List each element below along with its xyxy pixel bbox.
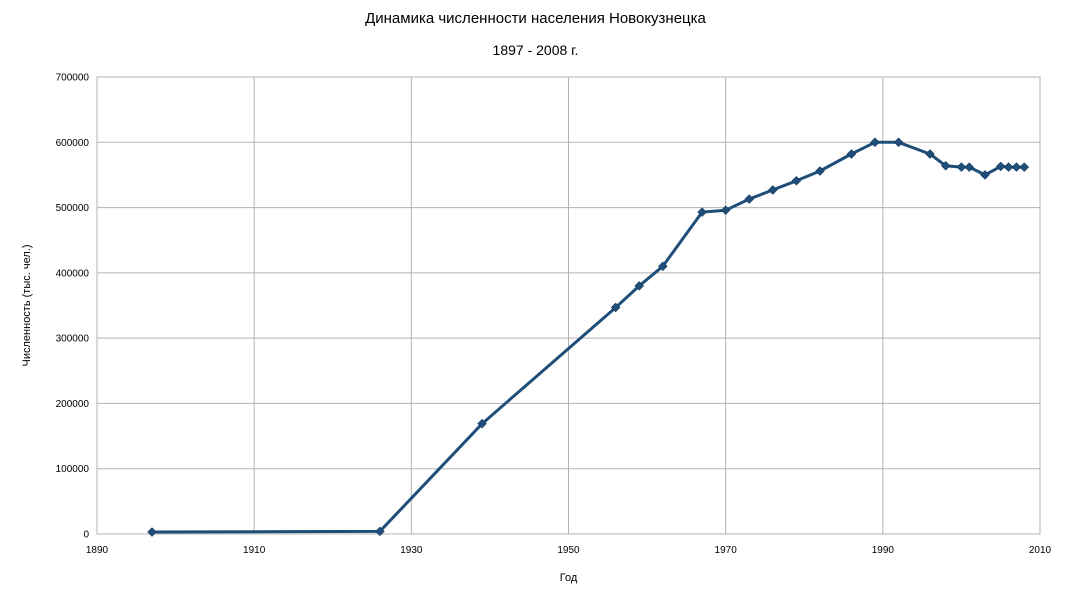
x-tick-label: 1890: [86, 545, 109, 556]
data-point-marker: [744, 194, 755, 204]
data-point-marker: [964, 162, 975, 172]
y-tick-label: 600000: [56, 138, 90, 149]
y-tick-label: 700000: [56, 73, 90, 84]
series-layer: [147, 137, 1030, 537]
x-tick-label: 1910: [243, 545, 266, 556]
x-tick-label: 2010: [1029, 545, 1052, 556]
data-point-marker: [375, 526, 385, 537]
data-point-marker: [815, 166, 825, 176]
y-tick-label: 100000: [56, 464, 90, 475]
y-tick-label: 500000: [56, 203, 90, 214]
y-tick-label: 400000: [56, 268, 90, 279]
data-point-marker: [893, 137, 904, 148]
tick-labels: 0 100000 200000 300000 400000 500000 600000 700…: [56, 73, 1052, 557]
series-line: [150, 140, 1026, 534]
data-point-marker: [477, 418, 487, 429]
x-tick-label: 1930: [400, 545, 423, 556]
y-axis-title: Численность (тыс. чел.): [21, 245, 33, 367]
chart-title: Динамика численности населения Новокузне…: [365, 10, 706, 27]
x-tick-label: 1950: [557, 545, 580, 556]
y-tick-label: 0: [83, 530, 89, 541]
data-point-marker: [610, 302, 621, 313]
data-point-marker: [697, 207, 707, 217]
data-point-marker: [1003, 162, 1014, 172]
plot-area-frame: [96, 76, 1041, 535]
data-point-marker: [147, 527, 157, 537]
data-point-marker: [1011, 162, 1022, 172]
y-tick-label: 200000: [56, 399, 90, 410]
data-point-marker: [995, 161, 1006, 172]
x-tick-label: 1990: [872, 545, 895, 556]
data-point-marker: [791, 175, 802, 186]
data-point-marker: [925, 149, 935, 159]
data-point-marker: [940, 160, 951, 171]
x-tick-label: 1970: [715, 545, 738, 556]
y-tick-label: 300000: [56, 334, 90, 345]
data-point-marker: [980, 170, 990, 180]
data-point-marker: [846, 149, 857, 159]
x-axis-title: Год: [560, 572, 578, 584]
data-point-marker: [767, 185, 778, 195]
data-point-marker: [720, 205, 731, 216]
data-point-marker: [634, 281, 645, 291]
data-point-marker: [870, 137, 880, 148]
chart-subtitle: 1897 - 2008 г.: [492, 42, 579, 58]
data-point-marker: [657, 261, 668, 272]
data-point-marker: [956, 162, 967, 172]
data-point-marker: [1019, 162, 1030, 172]
